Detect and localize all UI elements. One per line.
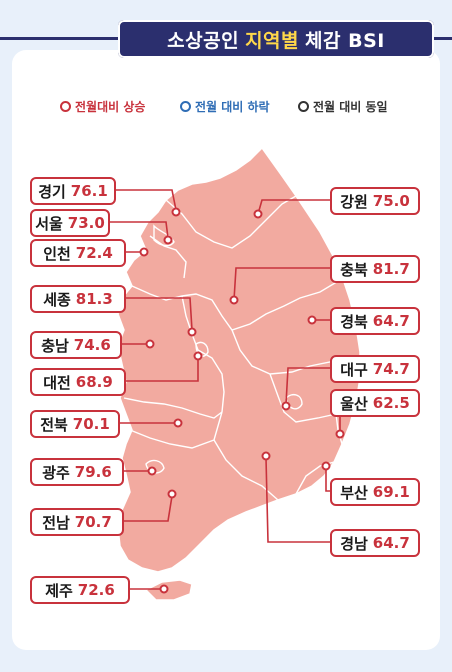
- region-value: 76.1: [70, 182, 108, 200]
- region-value: 75.0: [372, 192, 410, 210]
- region-name: 서울: [35, 214, 63, 233]
- title-suffix: 체감 BSI: [305, 29, 385, 52]
- region-label-seoul: 서울 73.0: [30, 209, 110, 237]
- region-label-ulsan: 울산 62.5: [330, 389, 420, 417]
- region-value: 69.1: [372, 483, 410, 501]
- legend-marker-icon: [180, 101, 191, 112]
- jeju-island: [144, 579, 193, 601]
- region-name: 강원: [340, 192, 368, 211]
- region-value: 79.6: [74, 463, 112, 481]
- region-label-incheon: 인천 72.4: [30, 239, 126, 267]
- page-title: 소상공인 지역별 체감 BSI: [118, 20, 434, 58]
- region-name: 충북: [340, 260, 368, 279]
- region-name: 경기: [38, 182, 66, 201]
- region-label-jeonbuk: 전북 70.1: [30, 410, 120, 438]
- region-label-gyeonggi: 경기 76.1: [30, 177, 116, 205]
- region-value: 72.6: [77, 581, 115, 599]
- region-name: 울산: [340, 394, 368, 413]
- legend-marker-icon: [60, 101, 71, 112]
- region-label-gwangju: 광주 79.6: [30, 458, 124, 486]
- region-label-jeonnam: 전남 70.7: [30, 508, 124, 536]
- region-value: 74.7: [372, 360, 410, 378]
- legend-label: 전월대비 상승: [75, 100, 146, 114]
- region-value: 70.7: [74, 513, 112, 531]
- region-label-daejeon: 대전 68.9: [30, 368, 126, 396]
- region-name: 대전: [43, 373, 71, 392]
- region-name: 인천: [43, 244, 71, 263]
- region-name: 충남: [41, 336, 69, 355]
- region-value: 73.0: [67, 214, 105, 232]
- region-label-gyeongnam: 경남 64.7: [330, 529, 420, 557]
- region-name: 전북: [40, 415, 68, 434]
- region-name: 대구: [340, 360, 368, 379]
- region-label-sejong: 세종 81.3: [30, 285, 126, 313]
- legend-item-rise: 전월대비 상승: [60, 98, 145, 115]
- region-name: 경남: [340, 534, 368, 553]
- region-name: 부산: [340, 483, 368, 502]
- region-label-gangwon: 강원 75.0: [330, 187, 420, 215]
- title-highlight: 지역별: [245, 29, 300, 52]
- region-value: 70.1: [72, 415, 110, 433]
- region-value: 68.9: [75, 373, 113, 391]
- region-label-jeju: 제주 72.6: [30, 576, 130, 604]
- legend-marker-icon: [298, 101, 309, 112]
- region-name: 광주: [42, 463, 70, 482]
- region-name: 전남: [42, 513, 70, 532]
- region-name: 제주: [45, 581, 73, 600]
- region-label-chungbuk: 충북 81.7: [330, 255, 420, 283]
- banner-line-left: [0, 37, 118, 40]
- region-value: 64.7: [372, 312, 410, 330]
- region-value: 62.5: [372, 394, 410, 412]
- region-name: 경북: [340, 312, 368, 331]
- region-value: 72.4: [75, 244, 113, 262]
- title-prefix: 소상공인: [167, 29, 240, 52]
- legend-item-same: 전월 대비 동일: [298, 98, 388, 115]
- region-name: 세종: [43, 290, 71, 309]
- legend-label: 전월 대비 동일: [313, 100, 388, 114]
- legend-item-fall: 전월 대비 하락: [180, 98, 270, 115]
- legend-label: 전월 대비 하락: [195, 100, 270, 114]
- region-value: 64.7: [372, 534, 410, 552]
- region-label-busan: 부산 69.1: [330, 478, 420, 506]
- banner-line-right: [434, 37, 452, 40]
- region-label-daegu: 대구 74.7: [330, 355, 420, 383]
- region-label-gyeongbuk: 경북 64.7: [330, 307, 420, 335]
- region-label-chungnam: 충남 74.6: [30, 331, 122, 359]
- region-value: 81.3: [75, 290, 113, 308]
- region-value: 81.7: [372, 260, 410, 278]
- region-value: 74.6: [73, 336, 111, 354]
